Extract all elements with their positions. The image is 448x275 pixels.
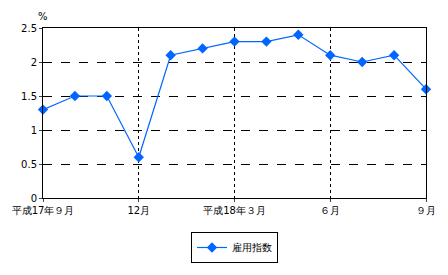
svg-text:雇用指数: 雇用指数 [232, 242, 272, 253]
svg-text:1: 1 [31, 125, 37, 136]
svg-text:%: % [38, 11, 48, 22]
svg-text:2.5: 2.5 [21, 23, 37, 34]
svg-text:平成17年９月: 平成17年９月 [12, 205, 75, 216]
svg-text:0: 0 [31, 193, 37, 204]
svg-text:６月: ６月 [320, 205, 340, 216]
svg-text:1.5: 1.5 [21, 91, 37, 102]
svg-text:平成18年３月: 平成18年３月 [203, 205, 266, 216]
svg-text:2: 2 [31, 57, 37, 68]
svg-text:0.5: 0.5 [21, 159, 37, 170]
svg-text:９月: ９月 [416, 205, 436, 216]
svg-text:12月: 12月 [127, 205, 150, 216]
